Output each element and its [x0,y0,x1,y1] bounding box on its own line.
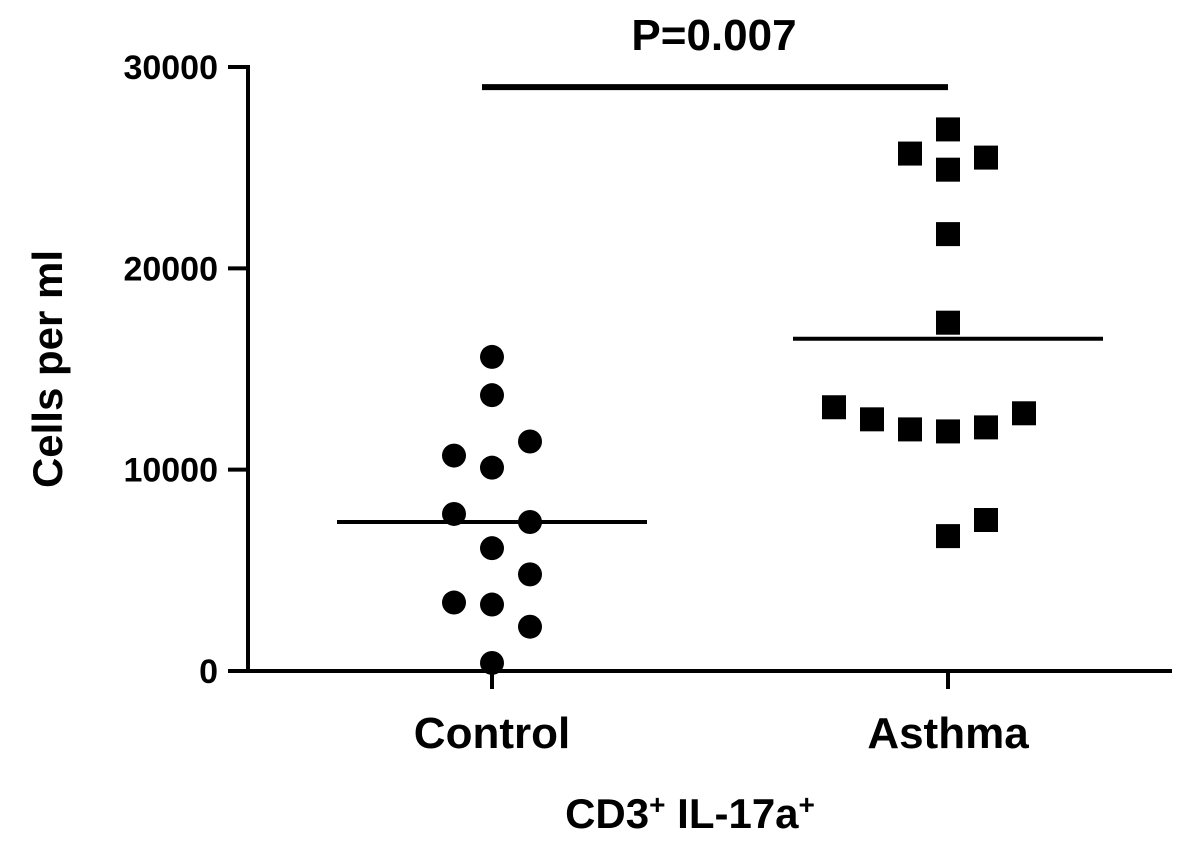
data-point-asthma [936,310,960,335]
data-point-control [480,592,504,617]
y-tick-label: 10000 [123,452,218,490]
data-point-asthma [898,141,922,166]
data-point-control [518,429,542,454]
x-tick-label-control: Control [414,709,570,758]
axes: 0 10000 20000 30000 Control Asthma [123,49,1172,758]
data-point-control [480,536,504,561]
data-point-control [442,443,466,468]
data-point-asthma [936,157,960,182]
data-point-control [442,590,466,615]
data-point-control [480,650,504,675]
y-tick-label: 30000 [123,49,218,87]
data-point-control [518,562,542,587]
y-tick-label: 0 [199,653,218,691]
x-axis-title-sup2: + [799,789,815,820]
data-point-asthma [936,222,960,247]
data-point-asthma [974,145,998,170]
x-axis-title-main: CD3 [565,790,649,837]
data-point-asthma [822,395,846,420]
data-point-control [480,455,504,480]
data-point-asthma [974,415,998,440]
y-tick-label: 20000 [123,250,218,288]
data-point-control [442,501,466,526]
x-axis-title-tail: IL-17a [665,790,799,837]
y-axis-title: Cells per ml [24,250,71,488]
data-point-asthma [860,407,884,432]
data-point-asthma [936,524,960,549]
data-marks [337,84,1103,675]
x-axis-title: CD3+ IL-17a+ [565,789,815,837]
data-point-control [518,614,542,639]
data-point-asthma [1012,401,1036,426]
x-axis-title-sup1: + [649,789,665,820]
data-point-control [480,344,504,369]
p-value-label: P=0.007 [631,11,796,60]
data-point-asthma [936,419,960,444]
data-point-control [480,383,504,408]
x-tick-label-asthma: Asthma [867,709,1029,758]
data-point-asthma [936,117,960,142]
data-point-asthma [974,508,998,532]
data-point-asthma [898,417,922,442]
